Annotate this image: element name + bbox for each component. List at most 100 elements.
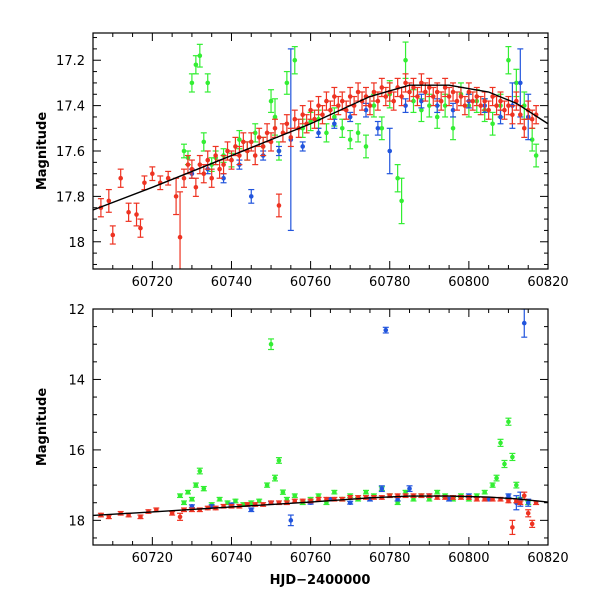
data-marker [474, 496, 480, 502]
top-series-2-point [370, 82, 377, 102]
data-marker [324, 130, 329, 136]
x-tick-label: 60800 [448, 551, 489, 566]
data-marker [442, 85, 448, 90]
data-marker [355, 89, 361, 95]
top-series-0-point [188, 73, 195, 93]
data-marker [521, 126, 527, 131]
data-marker [106, 514, 112, 520]
data-marker [529, 116, 535, 122]
data-marker [225, 148, 230, 154]
bottom-series-0-point [200, 485, 207, 492]
data-marker [189, 80, 195, 86]
data-marker [347, 137, 353, 142]
data-marker [268, 98, 274, 104]
top-series-2-point [125, 202, 132, 222]
top-series-2-point [109, 225, 116, 245]
data-marker [529, 137, 535, 142]
bottom-series-0-point [509, 452, 516, 462]
bottom-fit-curve [93, 495, 548, 517]
data-marker [328, 107, 333, 113]
data-marker [403, 57, 408, 63]
bottom-fit-line [93, 495, 548, 517]
top-series-0-point [339, 118, 346, 138]
top-series-2-point [414, 86, 421, 107]
top-series-2-point [493, 95, 500, 116]
top-series-2-point [236, 145, 243, 166]
data-marker [371, 89, 377, 95]
top-axis-ticks: 60720 60740 60760 60780 60800 60820 17.2 17.4 17… [56, 33, 569, 290]
x-tick-label: 60760 [290, 551, 331, 566]
top-series-2-point [133, 202, 140, 227]
data-marker [423, 89, 428, 95]
y-tick-label: 12 [68, 303, 85, 318]
data-marker [217, 496, 222, 502]
data-marker [395, 496, 400, 502]
data-marker [272, 475, 278, 481]
top-plot-frame [92, 32, 549, 270]
data-marker [308, 107, 313, 113]
data-marker [486, 496, 491, 502]
top-series-0-point [442, 93, 449, 118]
data-marker [446, 94, 452, 99]
data-marker [521, 103, 527, 108]
data-marker [506, 498, 511, 504]
top-series-0-point [402, 41, 409, 79]
top-series-1-point [331, 118, 338, 129]
bottom-series-2-point [525, 509, 532, 518]
data-marker [434, 114, 440, 120]
bottom-series-0-point [505, 417, 512, 426]
data-marker [280, 489, 286, 495]
top-series-1-point [248, 188, 255, 204]
top-series-0-point [291, 46, 298, 75]
data-marker [284, 80, 290, 86]
top-series-2-point [188, 159, 195, 179]
bottom-series-2-point [517, 500, 524, 506]
top-series-2-point [521, 118, 528, 138]
bottom-series-2-point [529, 519, 536, 528]
data-marker [256, 498, 262, 504]
top-series-2-point [517, 105, 524, 125]
bottom-series-2-point [169, 510, 176, 516]
x-tick-label: 60740 [211, 551, 252, 566]
top-fit-curve [93, 84, 548, 211]
top-series-2-point [319, 105, 326, 125]
data-marker [466, 89, 472, 95]
y-tick-label: 18 [68, 236, 85, 251]
data-marker [316, 496, 321, 502]
top-series-2-point [327, 100, 334, 120]
bottom-series-0-point [497, 438, 504, 447]
data-marker [225, 500, 230, 506]
data-marker [355, 130, 361, 136]
top-series-2-point [149, 166, 156, 182]
data-marker [332, 94, 337, 99]
data-marker [529, 521, 535, 527]
top-series-1-point [347, 111, 354, 123]
top-data-points [97, 41, 540, 269]
top-series-0-point [505, 46, 512, 75]
data-marker [518, 500, 523, 506]
top-series-2-point [513, 91, 520, 111]
bottom-series-2-point [505, 498, 512, 504]
data-marker [189, 503, 195, 509]
data-marker [375, 98, 381, 104]
data-marker [197, 53, 203, 58]
data-marker [276, 148, 282, 154]
data-marker [288, 518, 294, 523]
top-series-2-point [485, 100, 492, 120]
data-marker [209, 175, 214, 181]
data-marker [494, 103, 499, 108]
bottom-series-0-point [279, 489, 286, 495]
data-marker [450, 107, 456, 113]
data-marker [533, 153, 539, 158]
top-series-1-point [497, 109, 504, 125]
top-series-2-point [465, 82, 472, 102]
data-marker [525, 500, 531, 506]
bottom-series-0-point [268, 338, 275, 351]
data-marker [419, 80, 424, 86]
data-marker [185, 489, 191, 495]
data-marker [411, 85, 416, 90]
bottom-series-0-point [216, 496, 223, 502]
data-marker [387, 148, 393, 154]
top-series-0-point [363, 134, 369, 159]
top-series-2-point [275, 193, 282, 218]
